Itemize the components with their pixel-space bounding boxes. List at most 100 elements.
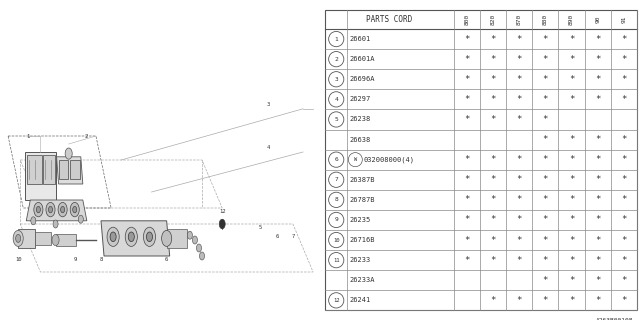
Text: 7: 7 — [291, 234, 294, 239]
Polygon shape — [59, 160, 68, 179]
Polygon shape — [44, 155, 54, 184]
Circle shape — [128, 232, 134, 242]
Text: 800: 800 — [465, 14, 470, 25]
Text: *: * — [569, 215, 574, 224]
Text: *: * — [569, 236, 574, 244]
Text: *: * — [464, 195, 470, 204]
Text: 12: 12 — [333, 298, 339, 303]
Text: *: * — [516, 236, 522, 244]
Text: *: * — [595, 236, 600, 244]
Text: *: * — [490, 296, 496, 305]
Text: *: * — [543, 115, 548, 124]
Circle shape — [193, 236, 198, 244]
Text: 10: 10 — [15, 257, 21, 262]
Circle shape — [219, 219, 225, 229]
Text: *: * — [543, 256, 548, 265]
Text: *: * — [595, 296, 600, 305]
Text: 8: 8 — [99, 257, 102, 262]
Text: 880: 880 — [543, 14, 548, 25]
Text: *: * — [621, 215, 627, 224]
Text: *: * — [464, 75, 470, 84]
Text: *: * — [490, 55, 496, 64]
Text: 26233A: 26233A — [350, 277, 376, 283]
Polygon shape — [166, 229, 187, 248]
Text: 7: 7 — [334, 177, 338, 182]
Text: *: * — [621, 296, 627, 305]
Text: 26235: 26235 — [350, 217, 371, 223]
Text: 11: 11 — [333, 258, 339, 263]
Text: *: * — [595, 75, 600, 84]
Circle shape — [15, 234, 20, 243]
Text: 3: 3 — [267, 101, 270, 107]
Polygon shape — [101, 221, 170, 256]
Circle shape — [36, 206, 40, 213]
Text: *: * — [569, 55, 574, 64]
Text: *: * — [490, 256, 496, 265]
Text: 26638: 26638 — [350, 137, 371, 142]
Text: *: * — [464, 55, 470, 64]
Text: *: * — [490, 175, 496, 184]
Text: *: * — [595, 195, 600, 204]
Circle shape — [78, 215, 83, 223]
Text: 2: 2 — [84, 133, 88, 139]
Text: *: * — [464, 35, 470, 44]
Text: 26601: 26601 — [350, 36, 371, 42]
Polygon shape — [18, 229, 35, 248]
Text: 10: 10 — [333, 237, 339, 243]
Text: *: * — [490, 75, 496, 84]
Text: *: * — [516, 256, 522, 265]
Polygon shape — [28, 155, 42, 184]
Text: 2: 2 — [334, 57, 338, 62]
Text: *: * — [516, 215, 522, 224]
Circle shape — [110, 232, 116, 242]
Text: *: * — [621, 155, 627, 164]
Text: *: * — [516, 175, 522, 184]
Text: *: * — [569, 276, 574, 285]
Text: *: * — [543, 95, 548, 104]
Text: 870: 870 — [516, 14, 522, 25]
Text: *: * — [569, 195, 574, 204]
Text: *: * — [490, 35, 496, 44]
Text: *: * — [516, 55, 522, 64]
Polygon shape — [26, 200, 87, 221]
Text: *: * — [464, 155, 470, 164]
Text: *: * — [516, 155, 522, 164]
Polygon shape — [70, 160, 80, 179]
Circle shape — [147, 232, 152, 242]
Text: *: * — [569, 95, 574, 104]
Text: *: * — [490, 155, 496, 164]
Circle shape — [196, 244, 202, 252]
Text: PARTS CORD: PARTS CORD — [366, 15, 413, 24]
Circle shape — [53, 220, 58, 228]
Text: *: * — [464, 115, 470, 124]
Circle shape — [31, 217, 36, 225]
Text: 90: 90 — [595, 16, 600, 23]
Text: *: * — [595, 35, 600, 44]
Text: 3: 3 — [334, 77, 338, 82]
Text: *: * — [595, 276, 600, 285]
Text: *: * — [464, 215, 470, 224]
Text: 26601A: 26601A — [350, 56, 376, 62]
Circle shape — [70, 203, 79, 217]
Text: *: * — [543, 75, 548, 84]
Text: *: * — [516, 195, 522, 204]
Text: *: * — [516, 75, 522, 84]
Text: *: * — [569, 296, 574, 305]
Text: *: * — [543, 296, 548, 305]
Text: 26233: 26233 — [350, 257, 371, 263]
Text: *: * — [569, 35, 574, 44]
Polygon shape — [25, 152, 56, 200]
Text: *: * — [621, 236, 627, 244]
Circle shape — [46, 203, 55, 217]
Text: 5: 5 — [259, 225, 262, 230]
Text: 26297: 26297 — [350, 96, 371, 102]
Polygon shape — [35, 232, 51, 245]
Text: *: * — [490, 195, 496, 204]
Text: *: * — [516, 95, 522, 104]
Text: 6: 6 — [165, 257, 168, 262]
Text: *: * — [595, 155, 600, 164]
Text: *: * — [569, 75, 574, 84]
Text: 26716B: 26716B — [350, 237, 376, 243]
Circle shape — [58, 203, 67, 217]
Text: *: * — [621, 195, 627, 204]
